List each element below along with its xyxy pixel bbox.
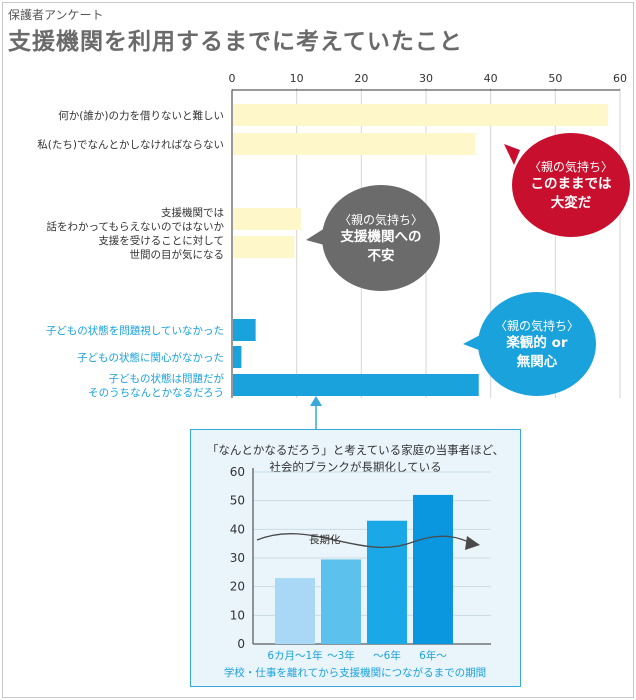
inset-connector-arrow xyxy=(310,396,322,406)
bar xyxy=(233,208,301,230)
bubble-red-pointer xyxy=(504,144,520,165)
inset-x-tick-label: 〜6年 xyxy=(373,649,401,662)
x-tick-label: 0 xyxy=(229,72,236,85)
inset-bar xyxy=(367,520,407,644)
main-bar-chart: 0 10 20 30 40 50 60 何か(誰か)の力を借りないと難しい私(たち)でなんとか… xyxy=(37,72,627,399)
inset-trend-label: 長期化 xyxy=(309,533,341,546)
bar xyxy=(233,133,476,155)
bar xyxy=(233,374,479,396)
inset-trend-arrow xyxy=(256,533,474,548)
parent-feeling-bubble-anxiety: 〈親の気持ち〉 支援機関への 不安 xyxy=(322,185,440,291)
inset-x-tick-label: 6年〜 xyxy=(419,649,447,662)
bar xyxy=(233,346,242,368)
inset-trend-arrowhead xyxy=(465,536,480,550)
bubble-gray-line1: 支援機関への xyxy=(340,228,422,245)
category-label: 世間の目が気になる xyxy=(130,248,225,261)
category-label: 話をわかってもらえないのではないか xyxy=(47,220,225,233)
category-label: 子どもの状態は問題だが xyxy=(109,372,225,385)
category-label: 支援を受けることに対して xyxy=(98,234,224,247)
bubble-blue-line1: 楽観的 or xyxy=(506,334,568,351)
category-label: 支援機関では xyxy=(161,206,224,219)
inset-y-tick-label: 20 xyxy=(230,580,245,594)
parent-feeling-bubble-optimistic: 〈親の気持ち〉 楽観的 or 無関心 xyxy=(478,292,596,396)
inset-x-tick-label: 6カ月〜1年 xyxy=(267,649,322,662)
bar xyxy=(233,236,295,258)
inset-y-tick-label: 30 xyxy=(230,551,245,565)
inset-connector xyxy=(310,396,322,431)
inset-y-tick-label: 60 xyxy=(230,465,245,479)
survey-subtitle: 保護者アンケート xyxy=(8,8,104,22)
parent-feeling-bubble-worried: 〈親の気持ち〉 このままでは 大変だ xyxy=(512,133,630,237)
category-label: そのうちなんとかなるだろう xyxy=(88,387,224,399)
x-tick-label: 20 xyxy=(354,72,368,85)
bubble-blue-line2: 無関心 xyxy=(516,353,558,370)
bar xyxy=(233,319,256,341)
x-tick-label: 40 xyxy=(484,72,498,85)
inset-bar xyxy=(275,578,315,644)
x-tick-label: 30 xyxy=(419,72,433,85)
bubble-blue-sub: 〈親の気持ち〉 xyxy=(494,318,579,333)
page-title: 支援機関を利用するまでに考えていたこと xyxy=(8,29,463,55)
bubble-red-line2: 大変だ xyxy=(550,194,592,211)
bubble-gray-sub: 〈親の気持ち〉 xyxy=(338,212,423,227)
inset-bar-chart: 0 10 20 30 40 50 60 6カ月〜1年 〜3年 〜6年 6年〜学校・仕事を離れてから支… xyxy=(224,465,491,679)
inset-y-tick-label: 50 xyxy=(230,494,245,508)
category-label: 私(たち)でなんとかしなければならない xyxy=(37,139,224,151)
bubble-red-line1: このままでは xyxy=(530,175,612,192)
inset-y-tick-label: 0 xyxy=(237,637,245,651)
category-label: 何か(誰か)の力を借りないと難しい xyxy=(58,109,224,122)
inset-bar xyxy=(413,494,453,644)
bubble-gray-line2: 不安 xyxy=(367,247,395,264)
inset-x-axis-title: 学校・仕事を離れてから支援機関につながるまでの期間 xyxy=(224,666,486,679)
category-label: 子どもの状態に関心がなかった xyxy=(77,351,224,364)
inset-y-tick-label: 10 xyxy=(230,608,245,622)
inset-x-tick-label: 〜3年 xyxy=(327,649,355,662)
inset-caption-line2: 社会的ブランクが長期化している xyxy=(269,460,442,474)
x-tick-label: 60 xyxy=(613,72,627,85)
bar xyxy=(233,104,609,126)
category-label: 子どもの状態を問題視していなかった xyxy=(46,324,224,337)
x-tick-label: 10 xyxy=(290,72,304,85)
x-tick-label: 50 xyxy=(548,72,562,85)
inset-caption-line1: 「なんとかなるだろう」と考えている家庭の当事者ほど、 xyxy=(206,443,505,457)
inset-y-tick-label: 40 xyxy=(230,522,245,536)
inset-bar xyxy=(321,559,361,644)
inset-panel: 「なんとかなるだろう」と考えている家庭の当事者ほど、 社会的ブランクが長期化して… xyxy=(190,429,521,687)
bubble-red-sub: 〈親の気持ち〉 xyxy=(528,159,613,174)
